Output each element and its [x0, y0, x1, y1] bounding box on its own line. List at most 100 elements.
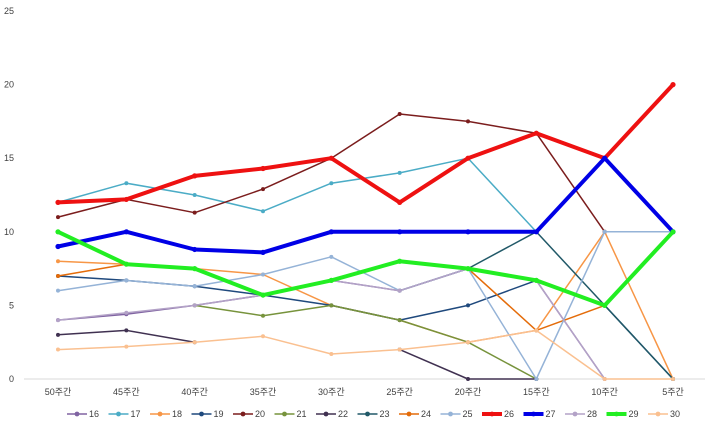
data-point-26: [55, 199, 61, 205]
legend-label: 18: [172, 409, 182, 419]
legend-item-20: 20: [233, 409, 265, 419]
legend-marker: [531, 411, 536, 417]
data-point-17: [329, 181, 334, 186]
legend-marker: [157, 411, 163, 417]
series-30: [56, 328, 675, 381]
x-tick-label: 5주간: [662, 387, 684, 397]
data-point-30: [124, 344, 129, 349]
x-tick-label: 30주간: [318, 387, 345, 397]
data-point-28: [192, 303, 197, 308]
data-point-29: [602, 302, 608, 308]
legend-marker: [74, 411, 80, 417]
legend-marker: [572, 411, 578, 417]
x-tick-label: 40주간: [181, 387, 208, 397]
series-21: [192, 303, 539, 381]
series-line-17: [57, 157, 538, 233]
series-line-21: [193, 304, 538, 380]
data-point-27: [192, 246, 198, 253]
data-point-30: [671, 377, 675, 381]
legend-marker: [365, 411, 370, 417]
data-point-30: [261, 334, 265, 339]
data-point-27: [260, 249, 266, 256]
legend-marker: [614, 411, 619, 417]
legend-label: 25: [463, 409, 473, 419]
data-point-29: [670, 229, 676, 235]
data-point-26: [328, 155, 334, 161]
series-line-24: [57, 263, 128, 277]
legend-label: 26: [504, 409, 514, 419]
data-point-26: [260, 165, 266, 172]
data-point-29: [465, 266, 471, 272]
data-point-29: [397, 258, 403, 264]
legend-item-26: 26: [482, 409, 514, 419]
data-point-26: [397, 199, 403, 205]
legend-marker: [406, 411, 412, 417]
legend-label: 29: [629, 409, 639, 419]
legend-item-25: 25: [440, 409, 473, 419]
data-point-30: [534, 328, 539, 333]
legend-label: 16: [89, 409, 99, 419]
data-point-17: [397, 170, 402, 175]
series-line-20: [57, 113, 606, 233]
y-tick-label: 20: [4, 80, 14, 90]
series-line-29: [56, 229, 675, 308]
series-lines: [55, 82, 676, 381]
series-line-25: [57, 231, 674, 380]
series-line-18: [57, 231, 674, 380]
legend-item-24: 24: [399, 409, 431, 419]
x-tick-label: 25주간: [386, 387, 413, 397]
legend-item-27: 27: [523, 409, 556, 419]
series-line-26: [56, 82, 675, 205]
tick-labels: 0 5 10 15 20 25 50주간 45주간 40주간 35주간 30주간 25주간 20주간 15…: [4, 6, 684, 397]
data-point-18: [56, 259, 60, 264]
data-point-20: [466, 119, 470, 124]
legend-label: 28: [587, 409, 597, 419]
data-point-29: [328, 277, 334, 283]
data-point-26: [192, 173, 198, 179]
legend-item-23: 23: [357, 409, 390, 419]
legend: 16 17 18 19 20 21 22 23 24 25 26 27 28 29 30: [67, 409, 680, 419]
data-point-25: [192, 284, 197, 289]
data-point-27: [123, 229, 129, 235]
data-point-27: [602, 155, 608, 161]
data-point-20: [56, 215, 60, 220]
data-point-28: [397, 288, 402, 293]
legend-label: 27: [546, 409, 556, 419]
data-point-30: [397, 347, 402, 352]
data-point-17: [192, 193, 197, 197]
data-point-26: [533, 130, 539, 136]
series-24: [56, 262, 607, 333]
y-tick-label: 5: [9, 300, 14, 310]
series-28: [56, 266, 607, 381]
legend-label: 24: [421, 409, 431, 419]
legend-item-28: 28: [565, 409, 597, 419]
data-point-29: [123, 261, 129, 267]
data-point-27: [55, 243, 61, 250]
legend-item-17: 17: [108, 409, 141, 419]
data-point-29: [533, 277, 539, 283]
data-point-25: [124, 278, 129, 283]
data-point-21: [329, 303, 334, 308]
y-tick-label: 15: [4, 153, 14, 163]
legend-marker: [489, 411, 495, 417]
legend-marker: [240, 411, 246, 417]
legend-marker: [323, 411, 329, 417]
legend-item-16: 16: [67, 409, 99, 419]
data-point-26: [670, 82, 676, 88]
legend-label: 20: [255, 409, 265, 419]
x-tick-label: 45주간: [113, 387, 140, 397]
data-point-25: [534, 377, 539, 381]
y-tick-label: 25: [4, 6, 14, 16]
legend-item-21: 21: [274, 409, 307, 419]
data-point-27: [397, 229, 403, 235]
data-point-27: [328, 229, 334, 235]
data-point-28: [124, 310, 129, 315]
data-point-30: [466, 340, 470, 345]
legend-label: 30: [670, 409, 680, 419]
y-tick-label: 0: [9, 374, 14, 384]
x-tick-label: 15주간: [523, 387, 550, 397]
series-line-19: [57, 275, 674, 380]
legend-item-19: 19: [191, 409, 224, 419]
